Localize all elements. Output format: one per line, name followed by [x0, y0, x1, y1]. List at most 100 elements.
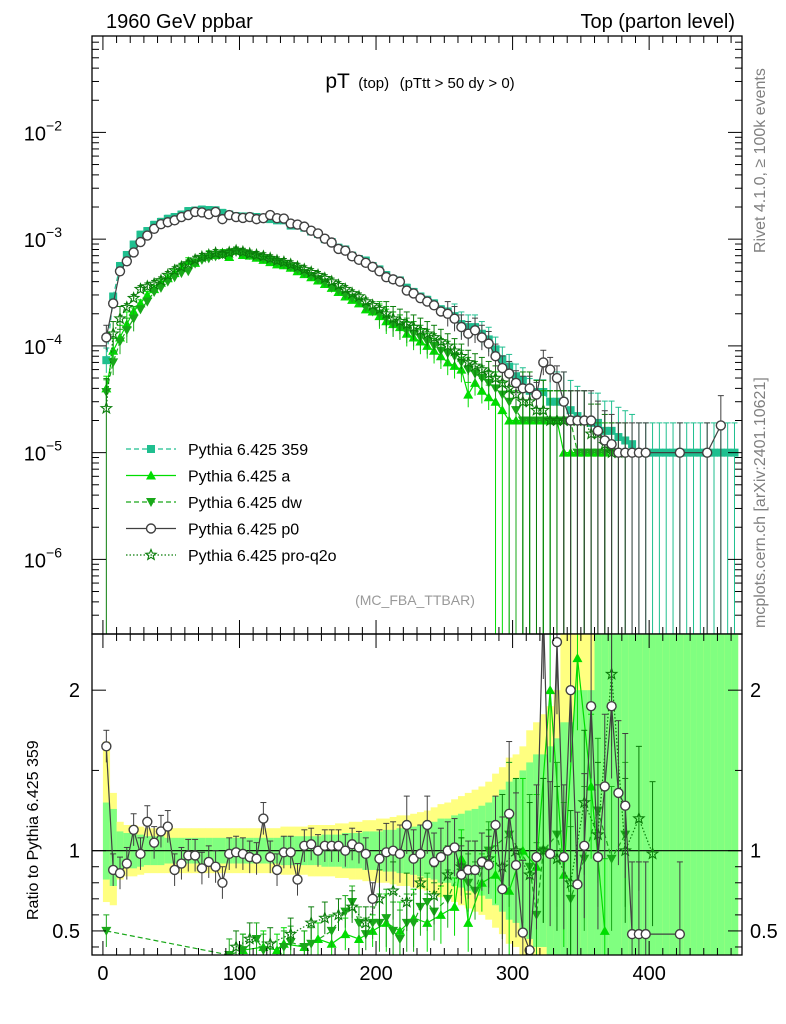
ratio-point: [148, 837, 160, 848]
data-point: [386, 311, 400, 325]
data-point: [99, 401, 114, 415]
data-point: [107, 298, 119, 309]
data-point: [441, 338, 455, 352]
data-point: [126, 291, 141, 304]
ratio-point: [565, 684, 576, 696]
data-point: [413, 323, 428, 336]
ratio-point: [278, 942, 289, 952]
ratio-point: [517, 927, 529, 938]
data-point: [133, 282, 148, 295]
side-label-rivet: Rivet 4.1.0, ≥ 100k events: [752, 68, 769, 253]
ratio-point: [413, 875, 428, 889]
ratio-point: [408, 918, 419, 928]
data-point: [340, 245, 351, 256]
data-point: [511, 406, 522, 416]
ratio-point: [331, 907, 346, 921]
ratio-point: [469, 864, 481, 876]
ratio-point: [306, 939, 317, 949]
data-point: [372, 302, 387, 316]
ratio-point: [217, 877, 228, 888]
data-point: [113, 311, 127, 325]
ratio-point: [620, 800, 631, 811]
ratio-point: [427, 888, 441, 902]
ratio-point: [224, 951, 235, 955]
data-point: [108, 358, 119, 368]
band-inner: [628, 634, 636, 955]
ratio-point: [229, 939, 243, 953]
ratio-point: [121, 858, 133, 869]
ratio-point: [572, 879, 583, 890]
ratio-point: [449, 842, 460, 853]
ratio-point: [449, 901, 460, 911]
data-point: [504, 397, 515, 407]
data-point: [312, 228, 324, 239]
ratio-y-tick-label: 0.5: [52, 921, 80, 943]
data-point: [102, 356, 111, 365]
data-point: [169, 273, 180, 283]
ratio-point: [135, 848, 146, 860]
y-tick-label: 10−4: [24, 331, 62, 359]
ratio-point: [551, 636, 563, 648]
data-point: [497, 405, 508, 415]
band-inner: [655, 634, 664, 955]
data-point: [536, 403, 550, 416]
ratio-series-p0: [101, 634, 686, 955]
data-point: [475, 362, 489, 376]
legend-marker-a: [146, 470, 156, 480]
data-point: [338, 282, 352, 295]
data-point: [482, 366, 496, 380]
data-point: [522, 394, 537, 408]
data-point: [121, 256, 133, 267]
data-point: [490, 351, 501, 362]
ratio-point: [374, 853, 385, 864]
ratio-point: [203, 856, 214, 868]
ratio-point: [545, 685, 556, 695]
data-point: [710, 448, 719, 457]
ratio-point: [456, 869, 467, 880]
legend-label-a: Pythia 6.425 a: [188, 469, 290, 486]
data-point: [394, 276, 406, 287]
ratio-point: [490, 869, 501, 879]
ratio-point: [263, 936, 277, 950]
ratio-y-tick-label: 2: [69, 680, 80, 702]
y-tick-base: 10: [24, 230, 46, 252]
ratio-point: [265, 851, 276, 863]
ratio-point: [585, 701, 597, 712]
x-tick-label: 300: [496, 963, 529, 985]
ratio-point: [101, 741, 112, 752]
band-inner: [731, 634, 739, 955]
ratio-point: [155, 826, 167, 837]
data-point: [510, 377, 522, 389]
data-point: [352, 289, 366, 303]
data-point: [524, 383, 535, 394]
ratio-point: [333, 840, 344, 852]
legend-label-p359: Pythia 6.425 359: [188, 442, 308, 459]
ratio-point: [490, 819, 501, 831]
data-point: [142, 297, 153, 307]
legend-label-proq2o: Pythia 6.425 pro-q2o: [188, 548, 337, 565]
legend-marker-p359: [147, 445, 155, 453]
ratio-plot-area: [101, 634, 686, 955]
data-point: [393, 314, 407, 327]
data-point: [701, 447, 713, 458]
data-point: [483, 392, 494, 402]
ratio-point: [613, 787, 624, 799]
data-point: [497, 362, 508, 374]
data-point: [406, 320, 421, 333]
data-point: [420, 326, 435, 340]
legend-label-p0: Pythia 6.425 p0: [188, 522, 299, 539]
data-point: [188, 252, 202, 266]
data-point: [531, 389, 542, 400]
y-tick-label: 10−6: [24, 544, 62, 572]
data-point: [129, 240, 138, 249]
ratio-point: [305, 839, 317, 850]
ratio-point: [304, 915, 318, 929]
data-point: [558, 396, 569, 407]
data-point: [359, 294, 373, 308]
ratio-point: [345, 899, 359, 913]
data-point: [408, 288, 419, 299]
ratio-point: [340, 907, 351, 917]
ratio-point: [497, 883, 508, 895]
data-point: [461, 355, 475, 369]
